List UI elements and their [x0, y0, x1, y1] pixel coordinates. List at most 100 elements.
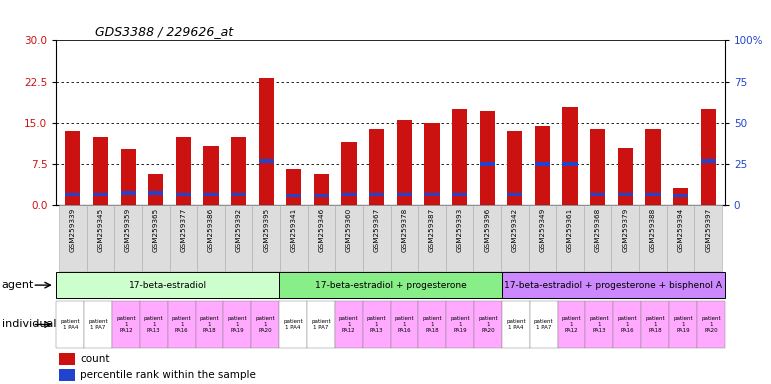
Bar: [645, 192, 661, 196]
Text: GSM259379: GSM259379: [622, 208, 628, 252]
Bar: [148, 174, 163, 205]
Text: 17-beta-estradiol + progesterone: 17-beta-estradiol + progesterone: [315, 281, 466, 290]
Bar: [701, 109, 715, 205]
Text: count: count: [80, 354, 109, 364]
Bar: [452, 192, 467, 196]
Bar: [397, 192, 412, 196]
Bar: [480, 162, 495, 166]
Bar: [280, 205, 308, 271]
Text: patient
1 PA4: patient 1 PA4: [283, 319, 303, 330]
Bar: [167, 301, 196, 348]
Bar: [585, 301, 614, 348]
Bar: [507, 192, 523, 196]
Text: GSM259395: GSM259395: [263, 208, 269, 252]
Bar: [114, 205, 142, 271]
Text: patient
1
PA12: patient 1 PA12: [562, 316, 581, 333]
Text: GSM259386: GSM259386: [208, 208, 214, 252]
Bar: [120, 191, 136, 195]
Bar: [59, 369, 75, 381]
Bar: [535, 126, 550, 205]
Text: patient
1 PA7: patient 1 PA7: [311, 319, 331, 330]
Text: patient
1
PA19: patient 1 PA19: [450, 316, 470, 333]
Bar: [59, 205, 86, 271]
Bar: [590, 129, 605, 205]
Bar: [84, 301, 112, 348]
Bar: [397, 120, 412, 205]
Bar: [314, 194, 329, 197]
Text: patient
1
PA16: patient 1 PA16: [618, 316, 637, 333]
Text: patient
1 PA7: patient 1 PA7: [88, 319, 108, 330]
Bar: [231, 192, 246, 196]
Bar: [224, 301, 251, 348]
Bar: [369, 129, 384, 205]
Text: GSM259397: GSM259397: [705, 208, 711, 252]
Bar: [342, 142, 357, 205]
Bar: [529, 205, 556, 271]
Text: GSM259396: GSM259396: [484, 208, 490, 252]
Text: patient
1
PA13: patient 1 PA13: [144, 316, 163, 333]
Bar: [618, 148, 633, 205]
Bar: [590, 192, 605, 196]
Bar: [611, 205, 639, 271]
Text: GSM259361: GSM259361: [567, 208, 573, 252]
Text: patient
1
PA13: patient 1 PA13: [367, 316, 386, 333]
Text: GSM259394: GSM259394: [678, 208, 684, 252]
Bar: [176, 192, 191, 196]
Bar: [335, 205, 363, 271]
Bar: [669, 301, 697, 348]
Text: patient
1
PA20: patient 1 PA20: [255, 316, 275, 333]
Text: GSM259341: GSM259341: [291, 208, 297, 252]
Bar: [56, 272, 279, 298]
Bar: [424, 192, 439, 196]
Bar: [701, 159, 715, 163]
Bar: [93, 137, 108, 205]
Text: agent: agent: [2, 280, 34, 290]
Bar: [140, 301, 167, 348]
Bar: [446, 205, 473, 271]
Text: GSM259393: GSM259393: [456, 208, 463, 252]
Bar: [563, 108, 577, 205]
Bar: [673, 194, 689, 197]
Text: percentile rank within the sample: percentile rank within the sample: [80, 370, 256, 381]
Bar: [645, 129, 661, 205]
Text: patient
1
PA19: patient 1 PA19: [227, 316, 247, 333]
Bar: [556, 205, 584, 271]
Text: patient
1
PA18: patient 1 PA18: [423, 316, 442, 333]
Bar: [86, 205, 114, 271]
Bar: [473, 205, 501, 271]
Bar: [695, 205, 722, 271]
Text: GSM259342: GSM259342: [512, 208, 518, 252]
Text: 17-beta-estradiol + progesterone + bisphenol A: 17-beta-estradiol + progesterone + bisph…: [504, 281, 722, 290]
Bar: [251, 301, 279, 348]
Bar: [667, 205, 695, 271]
Bar: [419, 301, 446, 348]
Text: patient
1
PA13: patient 1 PA13: [590, 316, 609, 333]
Text: GSM259378: GSM259378: [402, 208, 407, 252]
Bar: [258, 159, 274, 163]
Bar: [225, 205, 252, 271]
Bar: [335, 301, 362, 348]
Text: patient
1
PA12: patient 1 PA12: [339, 316, 359, 333]
Bar: [258, 78, 274, 205]
Bar: [112, 301, 140, 348]
Bar: [197, 205, 225, 271]
Text: patient
1
PA18: patient 1 PA18: [200, 316, 219, 333]
Text: patient
1 PA4: patient 1 PA4: [60, 319, 80, 330]
Text: patient
1 PA7: patient 1 PA7: [534, 319, 554, 330]
Bar: [308, 205, 335, 271]
Bar: [390, 301, 419, 348]
Bar: [418, 205, 446, 271]
Text: patient
1
PA16: patient 1 PA16: [172, 316, 191, 333]
Bar: [59, 353, 75, 365]
Bar: [697, 301, 725, 348]
Text: patient
1
PA12: patient 1 PA12: [116, 316, 136, 333]
Text: GSM259365: GSM259365: [153, 208, 159, 252]
Bar: [66, 192, 80, 196]
Bar: [204, 192, 218, 196]
Bar: [390, 205, 418, 271]
Bar: [369, 192, 384, 196]
Bar: [120, 149, 136, 205]
Bar: [563, 162, 577, 166]
Bar: [170, 205, 197, 271]
Text: patient
1
PA20: patient 1 PA20: [478, 316, 498, 333]
